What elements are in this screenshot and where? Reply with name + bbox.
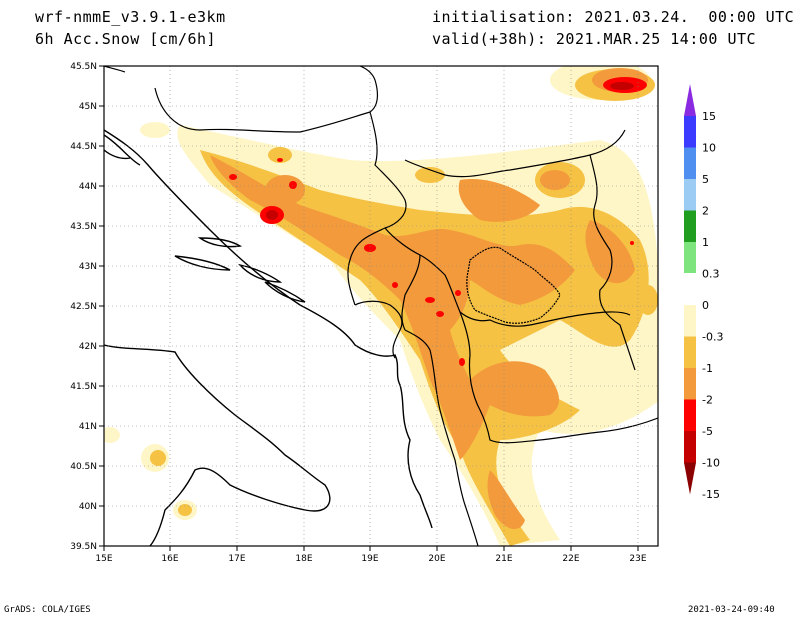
model-title: wrf-nmmE_v3.9.1-e3km — [35, 8, 226, 26]
colorbar-label: -2 — [702, 394, 713, 407]
lat-label: 45.5N — [70, 62, 97, 72]
lat-label: 40.5N — [70, 462, 97, 472]
valid-time-label: valid(+38h): 2021.MAR.25 14:00 UTC — [432, 30, 757, 48]
colorbar-segment — [684, 368, 696, 400]
lat-label: 39.5N — [70, 542, 97, 552]
colorbar-segment — [684, 431, 696, 463]
colorbar-segment — [684, 305, 696, 337]
colorbar-label: 1 — [702, 236, 709, 249]
graticule — [104, 66, 658, 546]
coastlines — [104, 129, 433, 546]
lon-label: 20E — [428, 554, 445, 564]
snow-extreme-areas — [266, 82, 634, 220]
axis-ticks — [99, 65, 639, 551]
lon-label: 21E — [495, 554, 512, 564]
lat-label: 44.5N — [70, 142, 97, 152]
colorbar-label: -15 — [702, 488, 720, 501]
lat-label: 42.5N — [70, 302, 97, 312]
footer-timestamp: 2021-03-24-09:40 — [688, 605, 775, 615]
lon-label: 17E — [228, 554, 245, 564]
initialisation-label: initialisation: 2021.03.24. 00:00 UTC — [432, 8, 795, 26]
latitude-labels: 45.5N 45N 44.5N 44N 43.5N 43N 42.5N 42N … — [70, 62, 97, 552]
lat-label: 43N — [79, 262, 97, 272]
longitude-labels: 15E 16E 17E 18E 19E 20E 21E 22E 23E — [95, 554, 646, 564]
colorbar-segment — [684, 179, 696, 211]
colorbar-label: 0 — [702, 299, 709, 312]
colorbar-segment — [684, 242, 696, 274]
colorbar-label: -10 — [702, 457, 720, 470]
colorbar-label: 10 — [702, 142, 716, 155]
colorbar-segment — [684, 399, 696, 431]
variable-title: 6h Acc.Snow [cm/6h] — [35, 30, 217, 48]
lon-label: 15E — [95, 554, 112, 564]
country-borders — [104, 66, 658, 546]
colorbar-label: -1 — [702, 362, 713, 375]
colorbar-segment — [684, 84, 696, 116]
lon-label: 22E — [562, 554, 579, 564]
colorbar-segment — [684, 147, 696, 179]
colorbar-segment — [684, 210, 696, 242]
colorbar-label: 2 — [702, 205, 709, 218]
lon-label: 18E — [295, 554, 312, 564]
colorbar-label: 15 — [702, 110, 716, 123]
colorbar-segment — [684, 336, 696, 368]
colorbar-label: 5 — [702, 173, 709, 186]
lat-label: 44N — [79, 182, 97, 192]
colorbar-segment — [683, 273, 697, 306]
lat-label: 41N — [79, 422, 97, 432]
colorbar-segment — [684, 462, 696, 495]
colorbar-segment — [684, 116, 696, 148]
colorbar-label: 0.3 — [702, 268, 720, 281]
lat-label: 42N — [79, 342, 97, 352]
lon-label: 19E — [361, 554, 378, 564]
lat-label: 41.5N — [70, 382, 97, 392]
lon-label: 16E — [161, 554, 178, 564]
lat-label: 45N — [79, 102, 97, 112]
lat-label: 40N — [79, 502, 97, 512]
colorbar: 15 10 5 2 1 0.3 0 -0.3 -1 -2 -5 -10 -15 — [683, 84, 723, 501]
colorbar-label: -5 — [702, 425, 713, 438]
footer-software: GrADS: COLA/IGES — [4, 605, 91, 615]
lon-label: 23E — [629, 554, 646, 564]
colorbar-label: -0.3 — [702, 331, 723, 344]
lat-label: 43.5N — [70, 222, 97, 232]
